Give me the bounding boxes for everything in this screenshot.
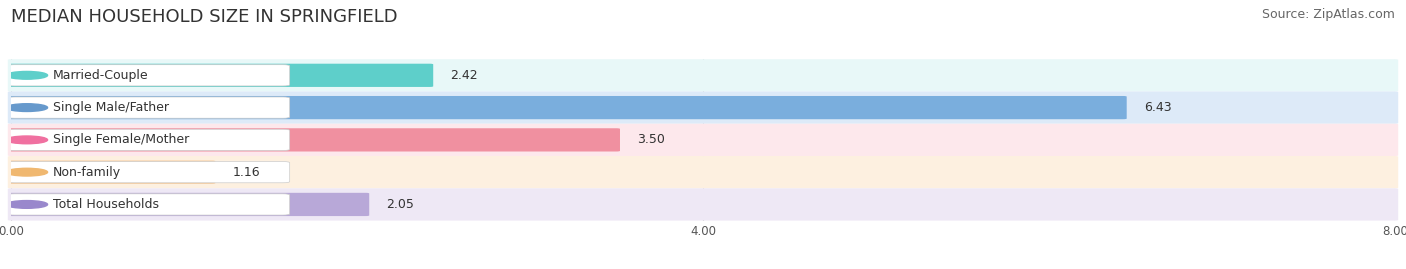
FancyBboxPatch shape: [8, 128, 620, 151]
Circle shape: [6, 104, 48, 111]
FancyBboxPatch shape: [8, 129, 290, 150]
Circle shape: [6, 201, 48, 208]
FancyBboxPatch shape: [8, 59, 1398, 91]
FancyBboxPatch shape: [8, 156, 1398, 188]
Text: 2.42: 2.42: [450, 69, 478, 82]
FancyBboxPatch shape: [8, 193, 370, 216]
FancyBboxPatch shape: [8, 64, 433, 87]
FancyBboxPatch shape: [8, 194, 290, 215]
Text: Total Households: Total Households: [53, 198, 159, 211]
Circle shape: [6, 168, 48, 176]
Text: 6.43: 6.43: [1144, 101, 1171, 114]
Text: Married-Couple: Married-Couple: [53, 69, 149, 82]
Text: Single Female/Mother: Single Female/Mother: [53, 133, 188, 146]
FancyBboxPatch shape: [8, 161, 215, 184]
FancyBboxPatch shape: [8, 188, 1398, 221]
Text: Source: ZipAtlas.com: Source: ZipAtlas.com: [1261, 8, 1395, 21]
Text: 3.50: 3.50: [637, 133, 665, 146]
FancyBboxPatch shape: [8, 124, 1398, 156]
FancyBboxPatch shape: [8, 65, 290, 86]
Text: 2.05: 2.05: [387, 198, 415, 211]
Text: Single Male/Father: Single Male/Father: [53, 101, 169, 114]
Circle shape: [6, 72, 48, 79]
FancyBboxPatch shape: [8, 162, 290, 183]
FancyBboxPatch shape: [8, 97, 290, 118]
FancyBboxPatch shape: [8, 96, 1126, 119]
FancyBboxPatch shape: [8, 91, 1398, 124]
Text: 1.16: 1.16: [232, 166, 260, 179]
Text: MEDIAN HOUSEHOLD SIZE IN SPRINGFIELD: MEDIAN HOUSEHOLD SIZE IN SPRINGFIELD: [11, 8, 398, 26]
Text: Non-family: Non-family: [53, 166, 121, 179]
Circle shape: [6, 136, 48, 144]
